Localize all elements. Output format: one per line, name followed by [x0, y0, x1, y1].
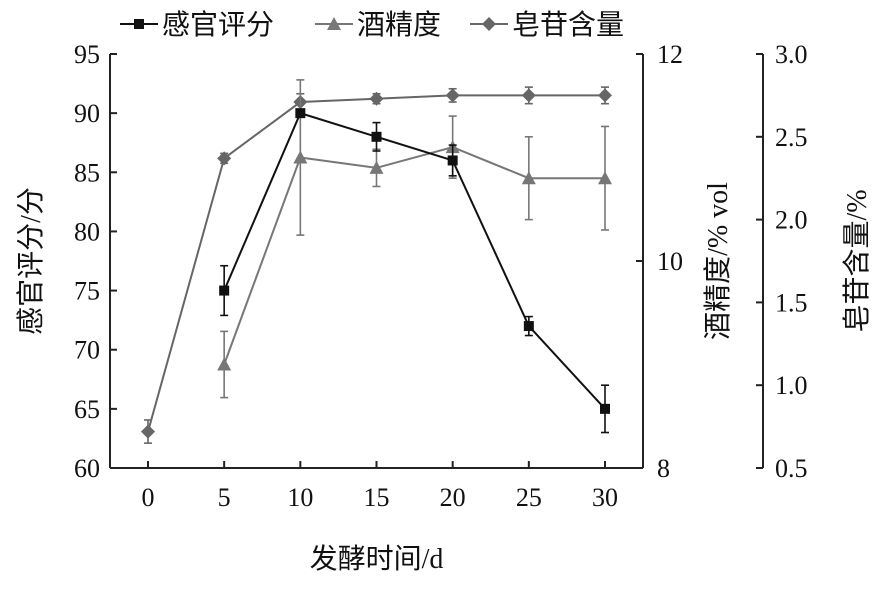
data-point-triangle [293, 150, 308, 164]
x-tick-label: 0 [142, 483, 155, 512]
left-y-tick-label: 85 [74, 158, 100, 187]
right-y-axis-title: 酒精度/% vol [702, 182, 734, 340]
outer-y-axis-title: 皂苷含量/% [841, 189, 873, 332]
x-axis-title: 发酵时间/d [310, 543, 444, 575]
data-point-square [523, 321, 534, 332]
series-line-0 [223, 111, 606, 410]
left-y-tick-label: 70 [74, 336, 100, 365]
data-point-diamond [598, 88, 612, 103]
left-y-tick-label: 95 [74, 40, 100, 69]
outer-y-tick-label: 3.0 [775, 40, 808, 69]
right-y-tick-label: 12 [657, 40, 683, 69]
left-y-tick-label: 80 [74, 217, 100, 246]
legend-marker-square [134, 19, 144, 29]
outer-y-tick-label: 2.0 [775, 206, 808, 235]
right-y-tick-label: 10 [657, 247, 683, 276]
data-point-square [600, 403, 610, 414]
outer-y-tick-label: 0.5 [775, 454, 808, 483]
data-point-triangle [598, 171, 612, 185]
left-y-tick-label: 75 [74, 277, 100, 306]
legend-marker-triangle [327, 17, 341, 30]
x-tick-label: 30 [592, 483, 618, 512]
data-point-diamond [369, 91, 384, 106]
data-point-diamond [217, 151, 232, 166]
x-tick-label: 10 [287, 483, 313, 512]
data-point-diamond [445, 88, 460, 103]
legend-marker-diamond [482, 17, 496, 31]
data-point-triangle [217, 357, 232, 371]
right-y-tick-label: 8 [657, 454, 670, 483]
x-tick-label: 20 [440, 483, 466, 512]
x-tick-label: 15 [364, 483, 390, 512]
outer-y-tick-label: 1.0 [775, 371, 808, 400]
outer-y-tick-label: 2.5 [775, 123, 808, 152]
data-point-triangle [521, 171, 536, 185]
legend-label: 感官评分 [162, 9, 274, 41]
data-point-diamond [521, 88, 536, 103]
x-tick-label: 25 [516, 483, 542, 512]
series-line-1 [223, 146, 605, 365]
outer-y-tick-label: 1.5 [775, 288, 808, 317]
x-tick-label: 5 [218, 483, 231, 512]
legend-label: 酒精度 [357, 9, 441, 41]
left-y-tick-label: 60 [74, 454, 100, 483]
data-point-diamond [141, 424, 155, 439]
data-point-triangle [369, 160, 384, 174]
data-point-square [371, 131, 382, 142]
data-point-square [219, 285, 230, 296]
data-point-square [447, 155, 458, 166]
data-point-square [295, 108, 306, 119]
left-y-axis-title: 感官评分/分 [15, 187, 47, 335]
left-y-tick-label: 65 [74, 395, 100, 424]
left-y-tick-label: 90 [74, 99, 100, 128]
legend-label: 皂苷含量 [512, 9, 624, 41]
